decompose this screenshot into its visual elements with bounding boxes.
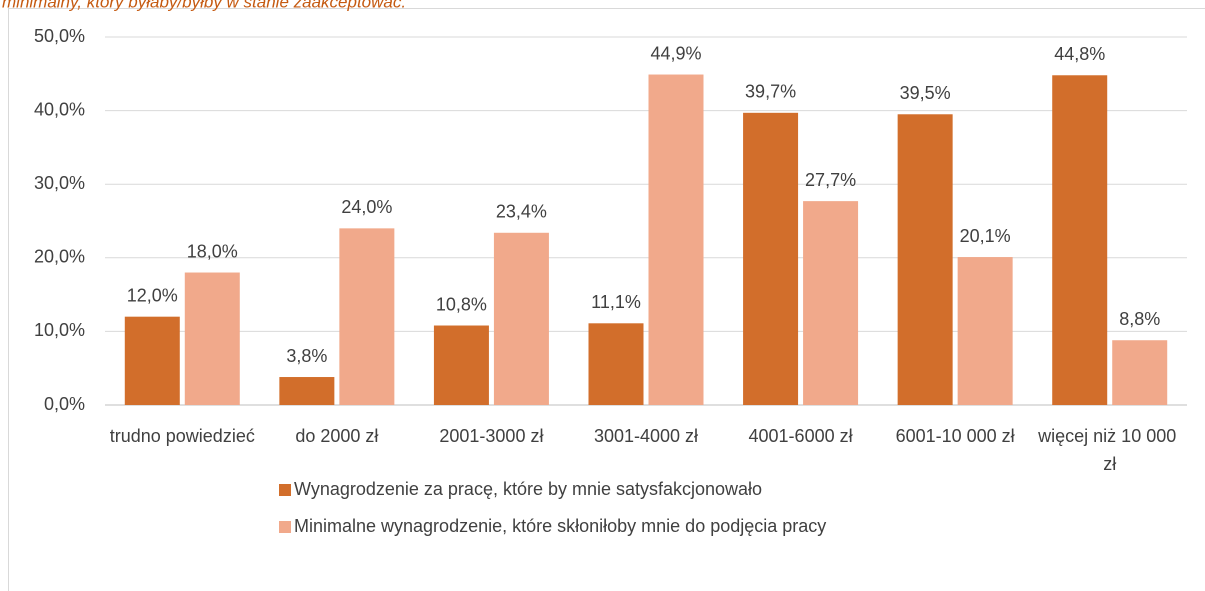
- y-tick-label: 0,0%: [44, 394, 85, 414]
- data-label: 39,7%: [745, 82, 796, 102]
- data-label: 12,0%: [127, 285, 178, 305]
- x-tick-label: 4001-6000 zł: [749, 426, 853, 446]
- data-label: 44,8%: [1054, 44, 1105, 64]
- x-tick-label: trudno powiedzieć: [110, 426, 255, 446]
- legend-label: Minimalne wynagrodzenie, które skłoniłob…: [294, 516, 826, 536]
- x-tick-label: 6001-10 000 zł: [896, 426, 1015, 446]
- bar: [184, 272, 240, 405]
- data-label: 44,9%: [650, 43, 701, 63]
- chart-title: minimalny, który byłaby/byłby w stanie z…: [2, 0, 406, 11]
- data-label: 39,5%: [900, 83, 951, 103]
- bar: [648, 74, 704, 405]
- y-tick-label: 20,0%: [34, 247, 85, 267]
- bar: [743, 112, 799, 406]
- y-tick-label: 10,0%: [34, 320, 85, 340]
- bar: [957, 257, 1013, 405]
- y-tick-label: 30,0%: [34, 173, 85, 193]
- legend-label: Wynagrodzenie za pracę, które by mnie sa…: [294, 479, 762, 499]
- data-label: 23,4%: [496, 202, 547, 222]
- legend-swatch: [279, 484, 291, 496]
- data-label: 24,0%: [341, 197, 392, 217]
- y-tick-label: 50,0%: [34, 26, 85, 46]
- x-tick-label: 3001-4000 zł: [594, 426, 698, 446]
- x-tick-label: do 2000 zł: [295, 426, 378, 446]
- bar: [124, 316, 180, 405]
- data-label: 27,7%: [805, 170, 856, 190]
- bar: [897, 114, 953, 405]
- data-label: 20,1%: [960, 226, 1011, 246]
- data-label: 3,8%: [286, 346, 327, 366]
- data-label: 10,8%: [436, 294, 487, 314]
- bar: [433, 325, 489, 405]
- bar: [803, 201, 859, 405]
- x-tick-label: więcej niż 10 000 zł: [1037, 426, 1181, 474]
- bar: [279, 377, 335, 405]
- bar: [1112, 340, 1168, 405]
- chart-frame: [8, 8, 1205, 591]
- y-tick-label: 40,0%: [34, 99, 85, 119]
- legend-swatch: [279, 521, 291, 533]
- data-label: 18,0%: [187, 241, 238, 261]
- bar: [1052, 75, 1108, 405]
- data-label: 11,1%: [591, 292, 641, 312]
- bar: [339, 228, 395, 405]
- x-tick-label: 2001-3000 zł: [439, 426, 543, 446]
- bar: [588, 323, 644, 405]
- bar: [493, 232, 549, 405]
- data-label: 8,8%: [1119, 309, 1160, 329]
